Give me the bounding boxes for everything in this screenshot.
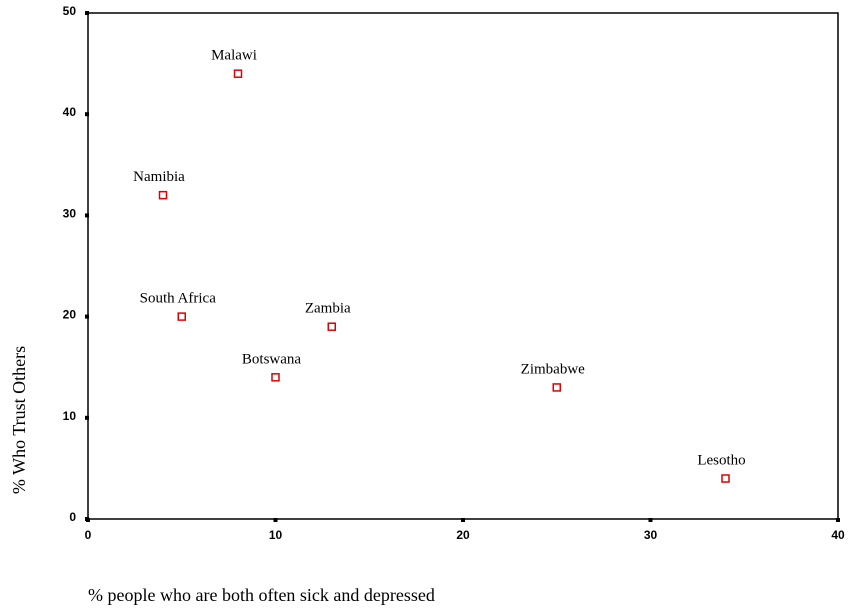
- point-label: Botswana: [242, 351, 302, 367]
- x-tick-label: 20: [456, 528, 470, 542]
- point-label: Lesotho: [697, 453, 745, 469]
- y-tick-label: 40: [63, 105, 77, 119]
- point-label: Zambia: [305, 301, 351, 317]
- plot-frame: [87, 12, 839, 520]
- x-tick-label: 30: [644, 528, 658, 542]
- y-tick-label: 30: [63, 206, 77, 220]
- point: [158, 190, 168, 200]
- x-tick-label: 10: [269, 528, 283, 542]
- y-tick-label: 0: [69, 510, 76, 524]
- point: [721, 474, 730, 483]
- y-tick-label: 50: [63, 4, 77, 18]
- point-label: Zimbabwe: [521, 361, 585, 377]
- point-label: Malawi: [211, 48, 257, 64]
- y-tick-label: 10: [63, 409, 77, 423]
- x-tick-label: 0: [85, 528, 92, 542]
- point: [271, 373, 280, 382]
- point: [233, 69, 243, 78]
- point: [177, 312, 186, 321]
- y-tick-label: 20: [63, 308, 77, 322]
- point-label: South Africa: [140, 291, 217, 307]
- point: [327, 322, 336, 331]
- point-label: Namibia: [133, 169, 185, 185]
- point: [552, 383, 561, 392]
- x-axis-label: % people who are both often sick and dep…: [88, 585, 435, 605]
- x-tick-label: 40: [831, 528, 845, 542]
- y-axis-label: % Who Trust Others: [9, 346, 29, 494]
